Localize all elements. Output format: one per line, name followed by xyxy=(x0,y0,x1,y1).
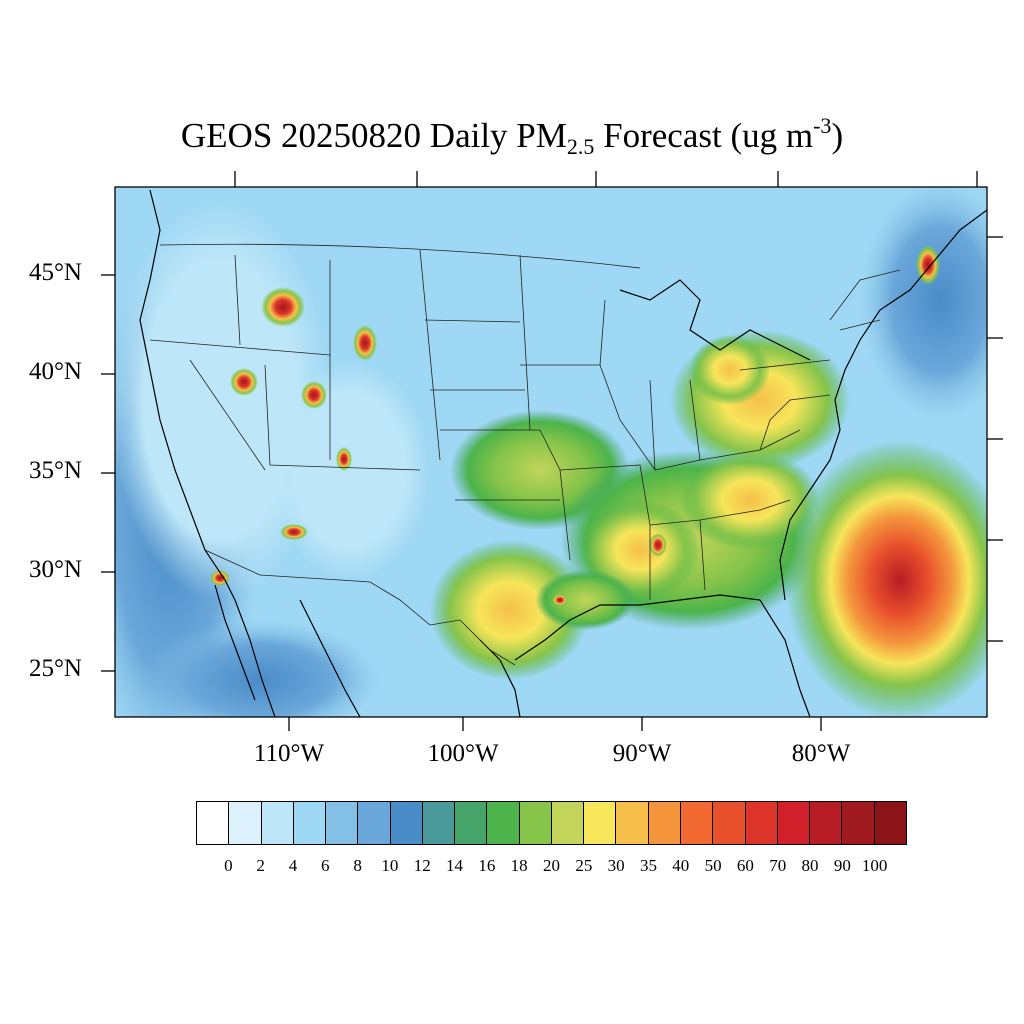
fire-hotspot-utah xyxy=(301,381,327,409)
colorbar-bin xyxy=(455,802,488,844)
colorbar-bin xyxy=(648,802,681,844)
colorbar-tick-label: 70 xyxy=(769,856,787,875)
colorbar-bin xyxy=(293,802,327,844)
colorbar-tick-labels: 0 2 4 6 8 10 12 14 16 18 20 25 30 35 40 50 60 70 80 90 100 xyxy=(196,856,907,878)
title-close-paren: ) xyxy=(831,116,844,155)
atlantic-north-field xyxy=(860,187,987,420)
colorbar xyxy=(196,801,907,845)
colorbar-bin xyxy=(713,802,746,844)
colorbar-bin xyxy=(745,802,778,844)
colorbar-bin xyxy=(326,802,359,844)
title-units: Forecast (ug m xyxy=(594,116,814,155)
hotspot-mississippi xyxy=(649,533,667,557)
lon-label: 100°W xyxy=(427,740,499,767)
colorbar-bin xyxy=(261,802,294,844)
lon-label: 80°W xyxy=(791,740,851,767)
colorbar-tick-label: 2 xyxy=(256,856,265,875)
colorbar-bin xyxy=(551,802,585,844)
colorbar-bin xyxy=(229,802,262,844)
colorbar-bin xyxy=(616,802,649,844)
lat-label: 45°N xyxy=(28,259,82,286)
canada-border-line xyxy=(159,243,641,269)
texas-plume xyxy=(430,540,590,680)
colorbar-tick-label: 4 xyxy=(288,856,298,875)
colorbar-tick-label: 100 xyxy=(861,856,888,875)
colorbar-bin xyxy=(874,802,906,844)
colorbar-bin xyxy=(810,802,843,844)
fire-hotspot-wyoming xyxy=(353,325,377,361)
colorbar-bin xyxy=(777,802,811,844)
colorbar-bin xyxy=(358,802,391,844)
colorbar-tick-label: 30 xyxy=(607,856,625,875)
coastlines xyxy=(139,189,987,717)
colorbar-tick-label: 80 xyxy=(801,856,819,875)
colorbar-tick-label: 0 xyxy=(224,856,233,875)
colorbar-tick-label: 14 xyxy=(446,856,464,875)
colorbar-tick-label: 60 xyxy=(736,856,754,875)
fire-hotspot-colorado xyxy=(336,447,352,471)
colorbar-bin xyxy=(584,802,617,844)
colorbar-bin xyxy=(422,802,456,844)
colorbar-tick-label: 35 xyxy=(639,856,657,875)
colorbar-tick-label: 10 xyxy=(381,856,399,875)
lat-label: 25°N xyxy=(28,655,82,682)
mexico-border-line xyxy=(204,549,516,666)
colorbar-tick-label: 16 xyxy=(478,856,496,875)
colorbar-bin xyxy=(390,802,423,844)
gulf-coast-plume xyxy=(535,570,635,630)
title-subscript: 2.5 xyxy=(566,134,595,159)
atlantic-hotspot xyxy=(785,440,987,717)
gulf-coast-line xyxy=(514,594,811,717)
colorbar-tick-label: 90 xyxy=(833,856,851,875)
colorbar-tick-label: 6 xyxy=(321,856,330,875)
colorbar-bin xyxy=(680,802,714,844)
lat-label: 30°N xyxy=(28,556,82,583)
fire-hotspot-california xyxy=(210,570,230,586)
title-text: GEOS 20250820 Daily PM xyxy=(180,116,567,155)
map-title: GEOS 20250820 Daily PM2.5 Forecast (ug m… xyxy=(0,112,1024,160)
carolinas-plume xyxy=(680,450,820,550)
baja-coast-line xyxy=(214,584,256,701)
fire-hotspot-arizona xyxy=(280,524,308,540)
fire-hotspot-nevada xyxy=(230,368,258,396)
hotspot-houston xyxy=(552,594,568,606)
colorbar-tick-label: 20 xyxy=(543,856,560,875)
concentration-field xyxy=(115,187,987,717)
southwest-light-field xyxy=(270,360,430,580)
axis-ticks xyxy=(101,171,1003,731)
lat-label: 40°N xyxy=(28,358,82,385)
mexico-pacific-field xyxy=(140,620,380,717)
colorbar-bin xyxy=(197,802,230,844)
colorbar-bin xyxy=(519,802,552,844)
great-lakes-line xyxy=(619,279,811,361)
colorbar-tick-label: 18 xyxy=(510,856,528,875)
colorbar-tick-label: 50 xyxy=(704,856,722,875)
colorbar-tick-label: 25 xyxy=(575,856,593,875)
lon-label: 110°W xyxy=(253,740,325,767)
east-coast-line xyxy=(779,209,987,601)
colorbar-bin xyxy=(487,802,520,844)
colorbar-tick-label: 40 xyxy=(672,856,690,875)
lon-label: 90°W xyxy=(612,740,672,767)
west-coast-line xyxy=(139,189,276,717)
lat-label: 35°N xyxy=(28,457,82,484)
colorbar-tick-label: 8 xyxy=(353,856,362,875)
michigan-plume xyxy=(690,335,770,405)
title-superscript: -3 xyxy=(813,113,832,138)
map-frame xyxy=(114,186,988,718)
colorbar-tick-label: 12 xyxy=(413,856,431,875)
fire-hotspot-idaho xyxy=(261,287,305,327)
colorbar-bin xyxy=(842,802,875,844)
state-borders xyxy=(149,243,901,666)
mexico-west-coast-line xyxy=(299,599,361,717)
